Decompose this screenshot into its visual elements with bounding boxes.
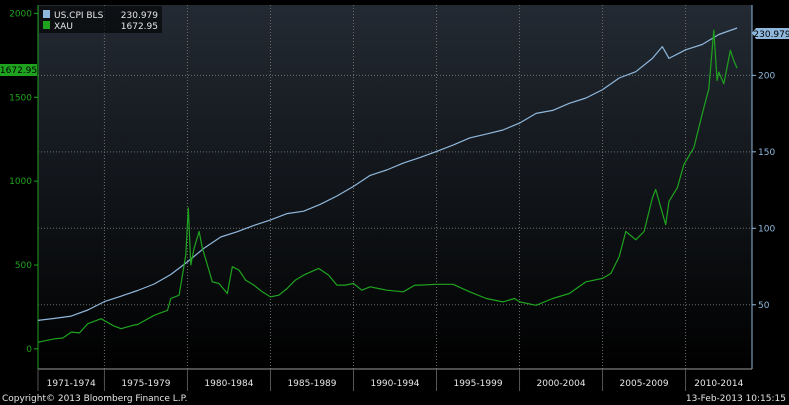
legend-background <box>39 6 162 33</box>
left-tick-label: 1500 <box>9 93 32 103</box>
left-tick-label: 0 <box>26 345 32 355</box>
x-tick-label: 1971-1974 <box>47 379 96 389</box>
last-value-cpi-box <box>752 28 789 39</box>
legend-value-cpi: 230.979 <box>121 11 158 21</box>
right-tick-label: 150 <box>758 148 775 158</box>
right-tick-label: 100 <box>758 224 775 234</box>
x-tick-label: 2000-2004 <box>537 379 586 389</box>
series-line-xau <box>37 29 738 343</box>
timestamp-text: 13-Feb-2013 10:15:15 <box>686 394 786 404</box>
right-tick-label: 200 <box>758 71 775 81</box>
x-tick-label: 1980-1984 <box>204 379 253 389</box>
x-tick-label: 1995-1999 <box>453 379 502 389</box>
series-layer <box>37 27 738 343</box>
last-value-xau: 1672.95 <box>0 64 37 76</box>
copyright-text: Copyright© 2013 Bloomberg Finance L.P. <box>2 394 187 404</box>
axes <box>34 5 756 391</box>
legend-swatch-cpi <box>43 10 50 18</box>
plot-background <box>38 5 752 369</box>
x-tick-label: 1985-1989 <box>287 379 336 389</box>
x-tick-label: 2010-2014 <box>694 379 743 389</box>
last-value-xau-box <box>0 64 37 76</box>
last-value-xau-text: 1672.95 <box>0 66 37 76</box>
x-tick-label: 1990-1994 <box>370 379 419 389</box>
left-tick-label: 1000 <box>9 177 32 187</box>
series-line-us-cpi-bls <box>37 27 738 321</box>
last-value-cpi: 230.979 <box>752 28 789 40</box>
legend-value-xau: 1672.95 <box>121 22 158 32</box>
last-value-cpi-text: 230.979 <box>753 30 789 40</box>
legend-label-cpi: US.CPI BLS <box>54 11 104 21</box>
left-tick-label: 500 <box>15 261 32 271</box>
x-tick-label: 2005-2009 <box>620 379 669 389</box>
axis-labels: 0 500 1000 1500 2000 50 100 150 200 1971-1974 1975… <box>9 9 775 389</box>
right-tick-label: 50 <box>758 301 770 311</box>
legend-swatch-xau <box>43 21 50 29</box>
grid-lines <box>38 5 752 369</box>
legend-label-xau: XAU <box>54 22 73 32</box>
x-tick-label: 1975-1979 <box>121 379 170 389</box>
legend: US.CPI BLS 230.979 XAU 1672.95 <box>39 6 162 33</box>
left-tick-label: 2000 <box>9 9 32 19</box>
